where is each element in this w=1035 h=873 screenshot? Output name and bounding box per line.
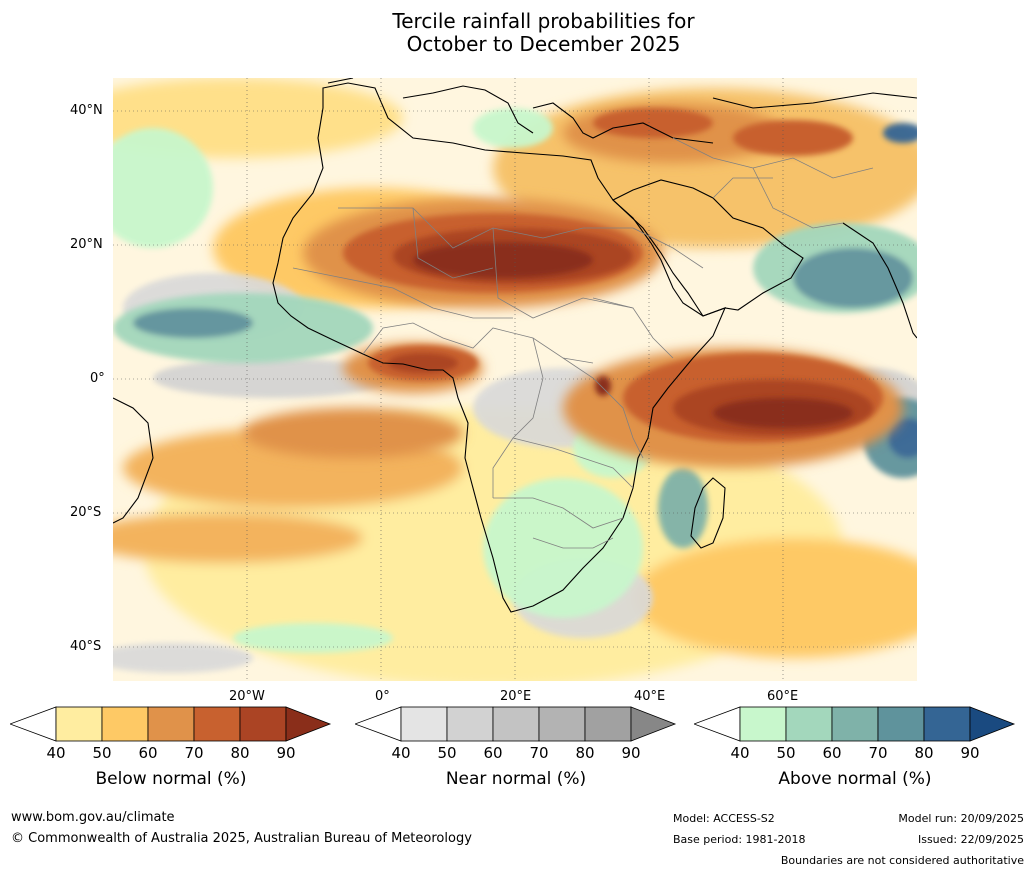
colorbar-below-swatch-3 <box>147 706 195 742</box>
colorbar-below-title: Below normal (%) <box>95 769 247 789</box>
colorbar-below-max-arrow <box>285 706 332 742</box>
colorbar-near-swatch-1 <box>400 706 448 742</box>
colorbar-near-tick-90: 90 <box>621 744 641 762</box>
colorbar-above-normal <box>694 706 1016 742</box>
title-line-2: October to December 2025 <box>406 32 681 56</box>
lon-label-20e: 20°E <box>500 689 532 704</box>
colorbar-below-swatch-5 <box>239 706 287 742</box>
colorbar-below-tick-40: 40 <box>46 744 66 762</box>
colorbar-above-tick-50: 50 <box>776 744 796 762</box>
lat-label-20s: 20°S <box>70 505 102 520</box>
coastlines <box>113 78 917 613</box>
rainfall-probability-map <box>113 78 917 681</box>
colorbar-below-tick-80: 80 <box>230 744 250 762</box>
footer-copyright: © Commonwealth of Australia 2025, Austra… <box>11 831 472 846</box>
colorbar-above-tick-40: 40 <box>730 744 750 762</box>
footer-disclaimer: Boundaries are not considered authoritat… <box>780 854 1024 867</box>
colorbar-near-tick-80: 80 <box>575 744 595 762</box>
colorbar-above-swatch-1 <box>739 706 787 742</box>
footer-issued: Issued: 22/09/2025 <box>917 833 1024 846</box>
footer-website-link[interactable]: www.bom.gov.au/climate <box>11 810 175 825</box>
colorbar-below-swatch-1 <box>55 706 103 742</box>
country-boundaries <box>292 137 874 549</box>
colorbar-above-tick-80: 80 <box>914 744 934 762</box>
colorbar-near-title: Near normal (%) <box>445 769 587 789</box>
colorbar-near-tick-60: 60 <box>483 744 503 762</box>
arabia-coastline <box>612 179 804 317</box>
colorbar-near-tick-40: 40 <box>391 744 411 762</box>
colorbar-below-normal <box>10 706 332 742</box>
colorbar-near-swatch-4 <box>538 706 586 742</box>
lon-label-0: 0° <box>375 689 390 704</box>
chart-title: Tercile rainfall probabilities for Octob… <box>0 10 1035 56</box>
footer-base-period: Base period: 1981-2018 <box>673 833 806 846</box>
colorbar-below-swatch-4 <box>193 706 241 742</box>
map-canvas <box>113 78 917 681</box>
colorbar-near-max-arrow <box>630 706 677 742</box>
colorbar-near-swatch-5 <box>584 706 632 742</box>
colorbar-near-tick-70: 70 <box>529 744 549 762</box>
colorbar-above-title: Above normal (%) <box>778 769 932 789</box>
colorbar-above-swatch-4 <box>877 706 925 742</box>
colorbar-above-swatch-5 <box>923 706 971 742</box>
lon-label-40e: 40°E <box>634 689 666 704</box>
colorbar-below-min-arrow <box>10 706 57 742</box>
colorbar-above-tick-60: 60 <box>822 744 842 762</box>
title-line-1: Tercile rainfall probabilities for <box>392 9 695 33</box>
colorbar-below-tick-90: 90 <box>276 744 296 762</box>
lon-label-60e: 60°E <box>767 689 799 704</box>
lat-label-40n: 40°N <box>70 103 103 118</box>
colorbar-near-tick-50: 50 <box>437 744 457 762</box>
lat-label-equator: 0° <box>90 371 105 386</box>
colorbar-above-tick-70: 70 <box>868 744 888 762</box>
colorbar-near-swatch-2 <box>446 706 494 742</box>
colorbar-below-tick-60: 60 <box>138 744 158 762</box>
africa-coastline <box>272 82 727 613</box>
footer-model: Model: ACCESS-S2 <box>673 812 775 825</box>
lat-label-20n: 20°N <box>70 237 103 252</box>
colorbar-below-swatch-2 <box>101 706 149 742</box>
europe-coastline <box>327 78 917 144</box>
colorbar-near-min-arrow <box>355 706 402 742</box>
lat-label-40s: 40°S <box>70 639 102 654</box>
india-coastline <box>842 222 917 339</box>
colorbar-above-max-arrow <box>969 706 1016 742</box>
south-america-coastline <box>113 397 154 524</box>
colorbar-above-tick-90: 90 <box>960 744 980 762</box>
colorbar-below-tick-50: 50 <box>92 744 112 762</box>
colorbar-near-normal <box>355 706 677 742</box>
colorbar-below-tick-70: 70 <box>184 744 204 762</box>
footer-model-run: Model run: 20/09/2025 <box>898 812 1024 825</box>
colorbar-above-swatch-2 <box>785 706 833 742</box>
colorbar-above-min-arrow <box>694 706 741 742</box>
madagascar-coastline <box>690 477 726 549</box>
lon-label-20w: 20°W <box>229 689 265 704</box>
graticule <box>113 78 917 681</box>
colorbar-above-swatch-3 <box>831 706 879 742</box>
colorbar-near-swatch-3 <box>492 706 540 742</box>
